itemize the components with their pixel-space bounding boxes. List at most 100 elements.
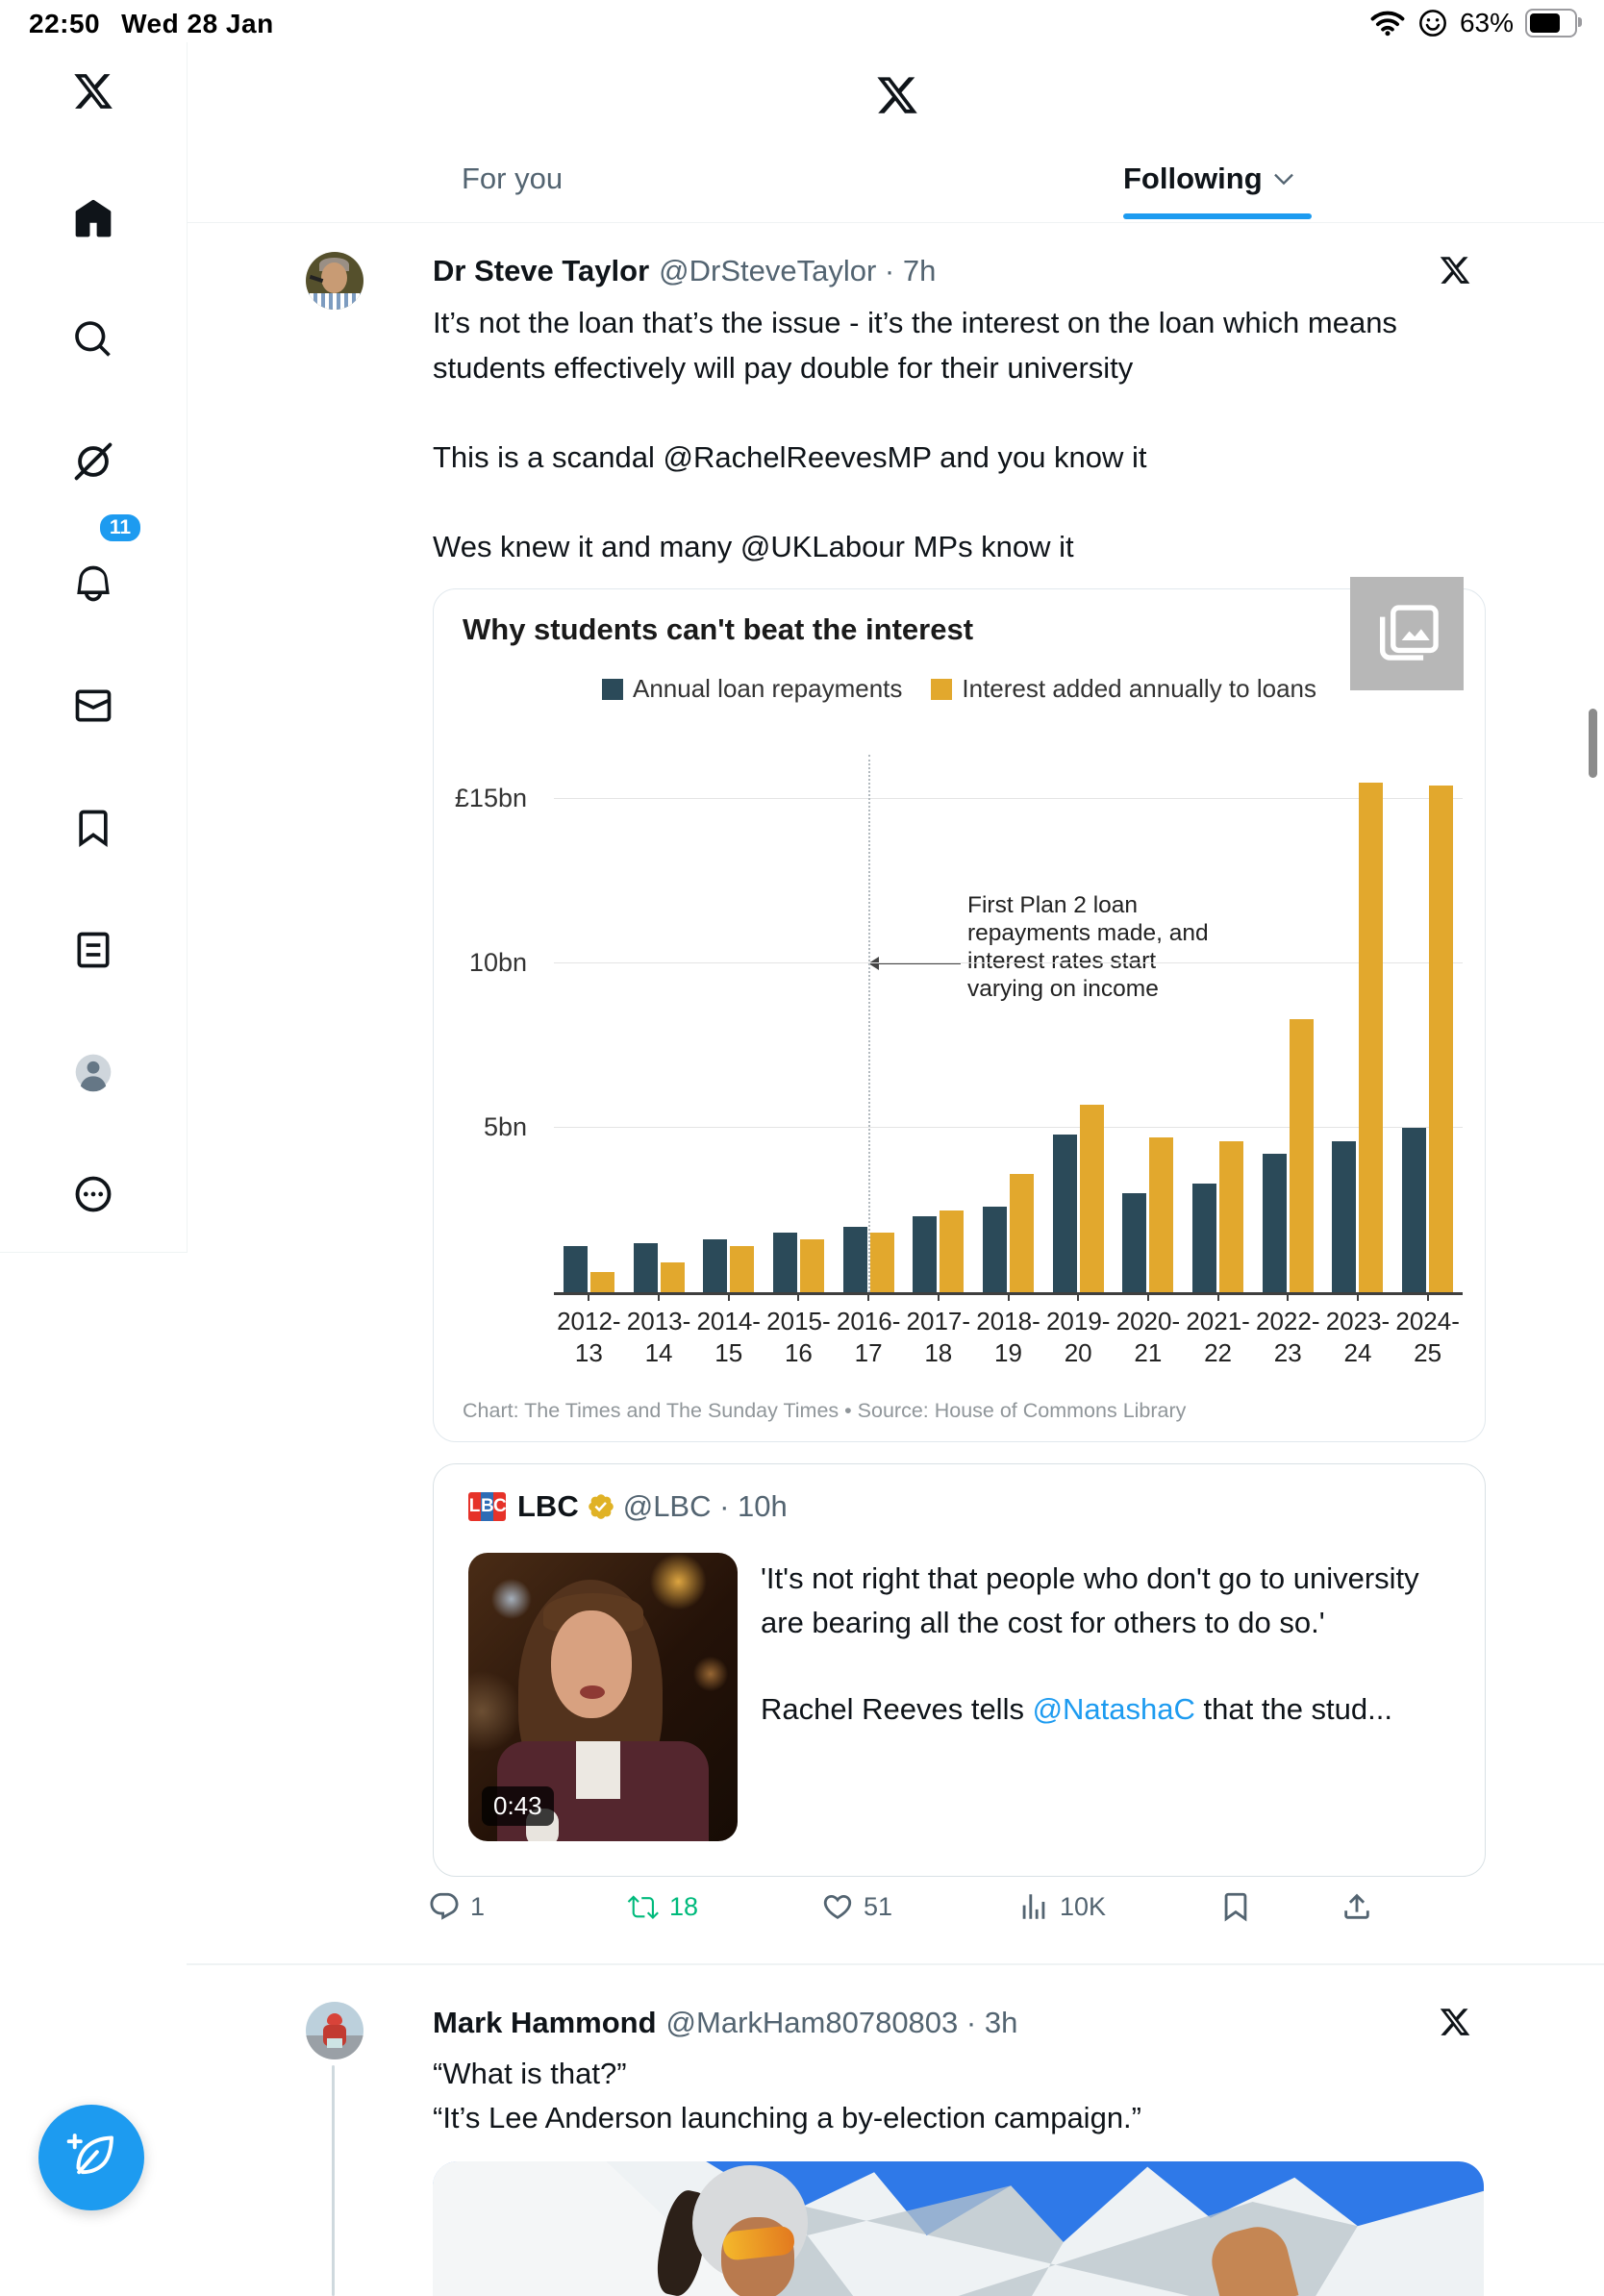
sidebar-lists-icon[interactable] bbox=[72, 929, 114, 971]
tweet-line: “What is that?” bbox=[433, 2057, 627, 2090]
sidebar-grok-icon[interactable] bbox=[72, 440, 114, 483]
x-axis-tick bbox=[1426, 1292, 1429, 1301]
x-axis-tick-label: 2016- 17 bbox=[836, 1307, 901, 1367]
bar-interest-added-annually-to-loans-2022-23 bbox=[1289, 1019, 1314, 1292]
bar-annual-loan-repayments-2020-21 bbox=[1122, 1193, 1147, 1292]
battery-icon bbox=[1525, 9, 1582, 37]
share-button[interactable] bbox=[1341, 1890, 1373, 1923]
x-axis-tick-label: 2012- 13 bbox=[557, 1307, 621, 1367]
tweet-x-logo[interactable] bbox=[1439, 254, 1471, 287]
x-axis-tick bbox=[727, 1292, 730, 1301]
wifi-icon bbox=[1369, 9, 1406, 37]
video-thumbnail[interactable]: 0:43 bbox=[468, 1553, 738, 1841]
avatar[interactable] bbox=[306, 2002, 363, 2059]
tweet-paragraph: It’s not the loan that’s the issue - it’… bbox=[433, 306, 1397, 385]
sidebar-messages-icon[interactable] bbox=[72, 685, 114, 727]
bar-annual-loan-repayments-2024-25 bbox=[1402, 1128, 1427, 1292]
tweet-author-row[interactable]: Dr Steve Taylor @DrSteveTaylor · 7h bbox=[433, 254, 936, 288]
sidebar-x-logo[interactable] bbox=[72, 70, 114, 112]
header-divider bbox=[187, 222, 1604, 223]
x-axis-tick-label: 2023- 24 bbox=[1325, 1307, 1391, 1367]
lbc-logo-letter: L bbox=[468, 1492, 481, 1521]
reply-button[interactable]: 1 bbox=[428, 1890, 485, 1923]
like-count: 51 bbox=[864, 1891, 893, 1921]
views-count: 10K bbox=[1060, 1891, 1107, 1921]
bar-interest-added-annually-to-loans-2021-22 bbox=[1219, 1140, 1244, 1292]
chart-card[interactable]: Why students can't beat the interest Ann… bbox=[433, 588, 1486, 1442]
quoted-tweet-card[interactable]: L B C LBC @LBC · 10h 0:43 'It's not righ… bbox=[433, 1463, 1486, 1877]
bar-annual-loan-repayments-2014-15 bbox=[703, 1239, 728, 1292]
bar-interest-added-annually-to-loans-2016-17 bbox=[869, 1233, 894, 1292]
views-button[interactable]: 10K bbox=[1017, 1890, 1106, 1923]
y-axis-tick-label: £15bn bbox=[454, 784, 527, 812]
y-axis-tick-label: 5bn bbox=[483, 1112, 527, 1141]
author-handle-time: @MarkHam80780803 · 3h bbox=[665, 2006, 1018, 2039]
sidebar-profile-avatar[interactable] bbox=[72, 1051, 114, 1093]
thread-connector-line bbox=[332, 2065, 335, 2296]
tab-for-you[interactable]: For you bbox=[462, 162, 564, 195]
bookmark-button[interactable] bbox=[1219, 1890, 1252, 1923]
header-x-logo bbox=[875, 73, 919, 117]
gridline bbox=[554, 798, 1463, 799]
quote-text: Rachel Reeves tells bbox=[761, 1692, 1033, 1726]
x-axis-tick-label: 2018- 19 bbox=[976, 1307, 1040, 1367]
like-button[interactable]: 51 bbox=[821, 1890, 892, 1923]
quoted-tweet-body: 'It's not right that people who don't go… bbox=[761, 1557, 1445, 1732]
status-time-date: 22:50 Wed 28 Jan bbox=[29, 9, 274, 39]
annotation-arrow bbox=[868, 956, 961, 971]
tweet-divider bbox=[187, 1963, 1604, 1965]
chart-x-axis-labels: 2012- 13 2013- 14 2014- 15 2015- 16 2016- 17 2017-… bbox=[554, 1306, 1463, 1373]
bar-annual-loan-repayments-2016-17 bbox=[842, 1226, 867, 1292]
bar-annual-loan-repayments-2013-14 bbox=[633, 1242, 658, 1292]
tweet-photo[interactable] bbox=[433, 2161, 1484, 2296]
x-axis-tick-label: 2021- 22 bbox=[1186, 1307, 1250, 1367]
gridline bbox=[554, 962, 1463, 963]
lbc-logo-letter: C bbox=[493, 1492, 507, 1521]
x-axis-tick bbox=[658, 1292, 661, 1301]
tweet-line: “It’s Lee Anderson launching a by-electi… bbox=[433, 2101, 1141, 2134]
bar-interest-added-annually-to-loans-2014-15 bbox=[730, 1246, 755, 1292]
sidebar-home-icon[interactable] bbox=[72, 198, 114, 240]
bar-annual-loan-repayments-2021-22 bbox=[1192, 1184, 1217, 1292]
x-axis-tick-label: 2024- 25 bbox=[1395, 1307, 1460, 1367]
x-axis-tick-label: 2013- 14 bbox=[626, 1307, 691, 1367]
quoted-paragraph: 'It's not right that people who don't go… bbox=[761, 1561, 1419, 1639]
photo-stack-icon[interactable] bbox=[1350, 577, 1464, 690]
sidebar-notifications-icon[interactable] bbox=[72, 562, 114, 605]
compose-button[interactable] bbox=[38, 2105, 144, 2210]
compose-feather-icon bbox=[64, 2131, 118, 2184]
bar-interest-added-annually-to-loans-2017-18 bbox=[940, 1210, 965, 1292]
sidebar-search-icon[interactable] bbox=[72, 318, 114, 361]
quoted-paragraph: Rachel Reeves tells @NatashaC that the s… bbox=[761, 1687, 1445, 1732]
x-axis-tick bbox=[1216, 1292, 1219, 1301]
tweet-body: It’s not the loan that’s the issue - it’… bbox=[433, 300, 1454, 613]
tweet-x-logo[interactable] bbox=[1439, 2006, 1471, 2038]
x-axis-tick bbox=[1146, 1292, 1149, 1301]
sidebar bbox=[0, 42, 188, 1253]
lbc-logo: L B C bbox=[468, 1492, 507, 1521]
annotation-reference-line bbox=[868, 755, 871, 1292]
bar-annual-loan-repayments-2015-16 bbox=[772, 1233, 797, 1292]
tweet-paragraph: This is a scandal @RachelReevesMP and yo… bbox=[433, 440, 1147, 474]
gold-verified-icon bbox=[587, 1492, 615, 1521]
sidebar-more-icon[interactable] bbox=[72, 1173, 114, 1215]
bar-chart-plot: First Plan 2 loan repayments made, and int… bbox=[455, 749, 1463, 1301]
x-axis-tick bbox=[1007, 1292, 1010, 1301]
tweet-author-row[interactable]: Mark Hammond @MarkHam80780803 · 3h bbox=[433, 2006, 1017, 2040]
legend-item: Interest added annually to loans bbox=[931, 674, 1316, 704]
tab-following[interactable]: Following bbox=[1123, 162, 1297, 196]
gridline bbox=[554, 1127, 1463, 1128]
avatar[interactable] bbox=[306, 252, 363, 310]
quoted-author-name: LBC bbox=[517, 1489, 579, 1523]
notifications-badge: 11 bbox=[97, 512, 143, 544]
bar-annual-loan-repayments-2022-23 bbox=[1262, 1154, 1287, 1292]
scrollbar-thumb[interactable] bbox=[1589, 709, 1597, 778]
x-axis-tick-label: 2014- 15 bbox=[696, 1307, 761, 1367]
bar-annual-loan-repayments-2019-20 bbox=[1052, 1134, 1077, 1292]
repost-button[interactable]: 18 bbox=[627, 1890, 698, 1923]
mention-link[interactable]: @NatashaC bbox=[1032, 1692, 1195, 1726]
y-axis-tick-label: 10bn bbox=[468, 948, 527, 977]
author-name: Mark Hammond bbox=[433, 2006, 657, 2039]
sidebar-bookmarks-icon[interactable] bbox=[72, 807, 114, 849]
